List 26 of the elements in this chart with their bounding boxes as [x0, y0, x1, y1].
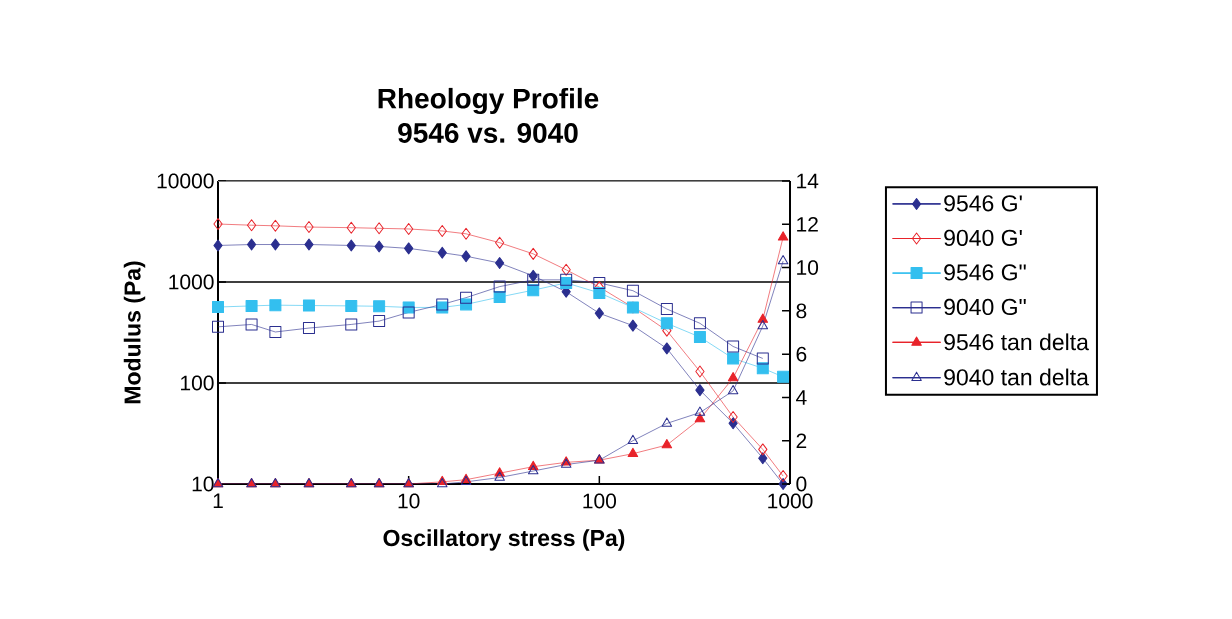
chart-subtitle: 9546 vs. 9040	[398, 123, 578, 143]
legend-label: 9040 tan delta	[944, 368, 1089, 386]
y-tick-label: 10	[192, 476, 214, 492]
y2-tick-label: 4	[796, 390, 807, 405]
legend-label: 9546 tan delta	[944, 333, 1089, 351]
legend-label: 9040 G'	[944, 229, 1022, 246]
y-tick-label: 1000	[169, 274, 214, 290]
y2-tick-label: 2	[796, 433, 807, 449]
y2-tick-label: 12	[797, 216, 818, 232]
x-tick-label: 100	[583, 493, 617, 509]
x-tick-label: 1	[213, 493, 223, 508]
legend-label: 9040 G"	[944, 298, 1026, 316]
y2-tick-label: 6	[796, 346, 807, 362]
x-tick-label: 1000	[768, 493, 813, 509]
chart-title: Rheology Profile	[378, 87, 599, 115]
y2-tick-label: 10	[797, 260, 819, 275]
y2-tick-label: 0	[796, 476, 807, 492]
y-tick-label: 10000	[157, 173, 214, 189]
y-tick-label: 100	[181, 375, 214, 391]
legend-label: 9546 G'	[944, 195, 1022, 212]
y-axis-title: Modulus (Pa)	[123, 261, 146, 404]
x-axis-title: Oscillatory stress (Pa)	[383, 529, 625, 551]
x-tick-label: 10	[398, 493, 420, 509]
legend-label: 9546 G"	[944, 264, 1026, 281]
y2-tick-label: 8	[796, 303, 807, 319]
y2-tick-label: 14	[797, 173, 819, 189]
